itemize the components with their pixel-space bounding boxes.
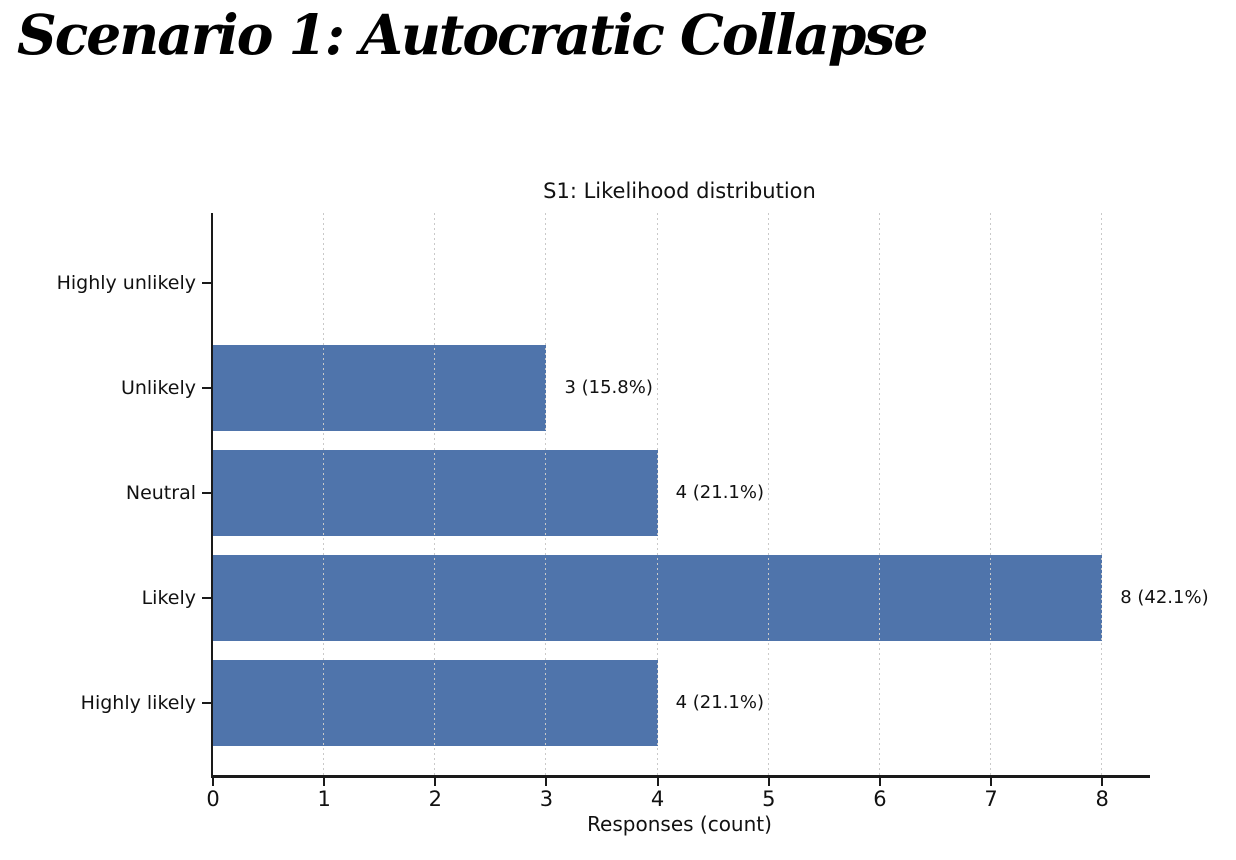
page-heading: Scenario 1: Autocratic Collapse — [17, 2, 928, 67]
bar-unlikely — [213, 345, 547, 431]
x-tick — [545, 778, 548, 786]
x-tick — [434, 778, 437, 786]
chart-title: S1: Likelihood distribution — [543, 179, 816, 203]
x-tick-label: 6 — [873, 787, 887, 811]
x-tick-label: 2 — [428, 787, 442, 811]
gridline — [767, 213, 769, 775]
x-tick-label: 7 — [984, 787, 998, 811]
bar-likely — [213, 555, 1103, 641]
x-axis-label: Responses (count) — [587, 812, 772, 836]
gridline — [990, 213, 992, 775]
bar-value-label: 3 (15.8%) — [564, 377, 653, 398]
bar-value-label: 4 (21.1%) — [675, 482, 764, 503]
y-axis-category-label: Highly unlikely — [56, 272, 196, 294]
gridline — [545, 213, 547, 775]
y-tick — [202, 492, 211, 494]
x-tick-label: 0 — [206, 787, 220, 811]
gridline — [323, 213, 325, 775]
x-tick-label: 4 — [650, 787, 665, 811]
x-tick — [656, 778, 659, 786]
y-axis-category-label: Neutral — [125, 482, 196, 504]
bar-value-label: 4 (21.1%) — [675, 692, 764, 713]
x-tick — [212, 778, 214, 786]
gridline — [656, 213, 658, 775]
x-tick — [1101, 778, 1104, 786]
y-axis-category-label: Likely — [141, 587, 196, 609]
y-tick — [202, 387, 211, 389]
y-tick — [202, 702, 211, 704]
y-axis-category-label: Highly likely — [80, 692, 196, 714]
bar-neutral — [213, 450, 658, 536]
gridline — [878, 213, 880, 775]
y-axis-category-label: Unlikely — [120, 377, 196, 399]
y-tick — [202, 282, 211, 284]
y-tick — [202, 597, 211, 599]
bar-highly-likely — [213, 660, 658, 746]
x-tick-label: 3 — [539, 787, 554, 811]
bar-value-label: 8 (42.1%) — [1120, 587, 1209, 608]
x-tick-label: 1 — [317, 787, 331, 811]
x-tick — [767, 778, 770, 786]
gridline — [434, 213, 436, 775]
x-tick-label: 5 — [762, 787, 776, 811]
x-tick — [878, 778, 881, 786]
gridline — [1101, 213, 1103, 775]
x-tick — [990, 778, 993, 786]
plot-area: 3 (15.8%) 4 (21.1%) 8 (42.1%) 4 (21.1%) — [211, 213, 1209, 778]
x-tick-label: 8 — [1095, 787, 1109, 811]
x-tick — [323, 778, 326, 786]
